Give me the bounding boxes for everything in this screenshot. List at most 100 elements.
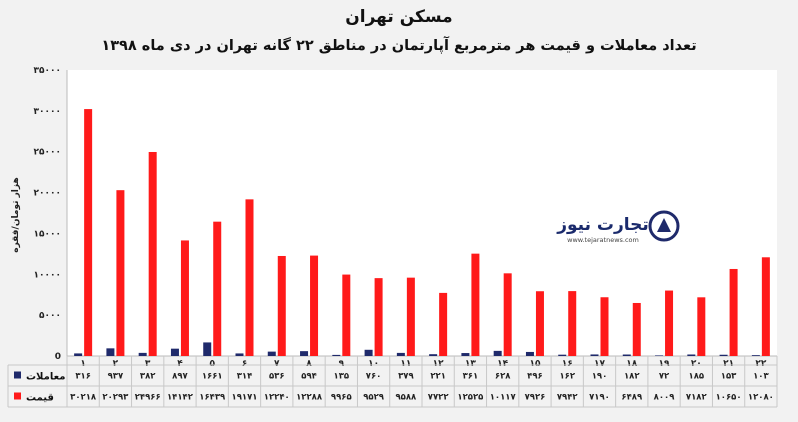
legend-label: قیمت bbox=[26, 393, 54, 404]
y-tick-label: ۳۰۰۰۰ bbox=[34, 107, 61, 117]
table-cell: ۱۹۰ bbox=[592, 372, 608, 382]
bar-transactions bbox=[590, 354, 599, 356]
bar-transactions bbox=[106, 348, 115, 356]
x-tick-label: ۷ bbox=[274, 359, 280, 369]
bar-transactions bbox=[429, 354, 438, 356]
table-cell: ۳۸۲ bbox=[140, 372, 156, 382]
y-tick-label: ۵۰۰۰ bbox=[39, 311, 61, 321]
x-tick-label: ۱۹ bbox=[659, 359, 670, 369]
bar-price bbox=[697, 297, 706, 356]
bar-transactions bbox=[74, 353, 83, 356]
x-tick-label: ۱۶ bbox=[562, 359, 573, 369]
bar-price bbox=[632, 302, 641, 356]
table-cell: ۴۹۶ bbox=[527, 372, 543, 382]
legend-swatch bbox=[14, 392, 21, 400]
bar-price bbox=[665, 290, 674, 356]
table-cell: ۸۹۷ bbox=[172, 372, 188, 382]
x-tick-label: ۸ bbox=[306, 359, 312, 369]
table-cell: ۱۲۲۴۰ bbox=[264, 393, 290, 403]
bar-transactions bbox=[364, 349, 373, 356]
bar-transactions bbox=[493, 350, 502, 356]
x-tick-label: ۴ bbox=[177, 359, 183, 369]
bar-transactions bbox=[655, 355, 664, 356]
y-tick-label: ۱۵۰۰۰ bbox=[34, 229, 61, 239]
table-cell: ۲۲۱ bbox=[430, 372, 446, 382]
bar-price bbox=[213, 221, 222, 356]
bar-transactions bbox=[525, 351, 534, 356]
legend-swatch bbox=[14, 371, 21, 379]
table-cell: ۱۲۵۲۵ bbox=[457, 393, 483, 403]
watermark-name: تجارت نیوز bbox=[556, 215, 649, 235]
table-cell: ۷۶۰ bbox=[366, 372, 382, 382]
x-tick-label: ۱ bbox=[80, 359, 86, 369]
bar-transactions bbox=[235, 353, 244, 356]
bar-price bbox=[406, 277, 415, 356]
table-cell: ۹۳۷ bbox=[108, 372, 124, 382]
y-tick-label: ۲۵۰۰۰ bbox=[34, 148, 61, 158]
bar-price bbox=[535, 291, 544, 356]
table-cell: ۱۰۳ bbox=[753, 372, 769, 382]
bar-price bbox=[439, 292, 448, 356]
table-cell: ۵۹۴ bbox=[301, 372, 317, 382]
table-cell: ۲۰۲۹۳ bbox=[102, 393, 129, 403]
table-cell: ۸۰۰۹ bbox=[654, 393, 676, 403]
bar-transactions bbox=[751, 355, 760, 356]
bar-transactions bbox=[332, 354, 341, 356]
x-tick-label: ۱۱ bbox=[400, 359, 411, 369]
table-cell: ۱۰۶۵۰ bbox=[716, 393, 742, 403]
table-cell: ۷۱۹۰ bbox=[589, 393, 610, 403]
bar-transactions bbox=[622, 354, 631, 356]
bar-price bbox=[84, 109, 93, 356]
bar-price bbox=[568, 291, 577, 356]
chart-subtitle: تعداد معاملات و قیمت هر مترمربع آپارتمان… bbox=[101, 36, 696, 54]
x-tick-label: ۱۲ bbox=[433, 359, 444, 369]
table-cell: ۱۸۵ bbox=[689, 372, 705, 382]
table-cell: ۷۹۲۶ bbox=[525, 393, 546, 403]
x-tick-label: ۵ bbox=[209, 359, 215, 369]
table-cell: ۳۱۴ bbox=[237, 372, 253, 382]
x-tick-label: ۱۴ bbox=[497, 359, 508, 369]
table-cell: ۱۶۴۳۹ bbox=[199, 393, 226, 403]
x-tick-label: ۳ bbox=[145, 359, 151, 369]
bar-price bbox=[600, 297, 609, 356]
table-cell: ۱۳۵ bbox=[334, 372, 350, 382]
x-tick-label: ۲۲ bbox=[755, 359, 766, 369]
watermark-url: www.tejaratnews.com bbox=[567, 236, 639, 244]
bar-transactions bbox=[170, 348, 179, 356]
table-cell: ۱۹۱۷۱ bbox=[232, 393, 258, 403]
x-tick-label: ۱۰ bbox=[368, 359, 379, 369]
x-tick-label: ۹ bbox=[339, 359, 345, 369]
y-tick-label: ۳۵۰۰۰ bbox=[34, 66, 61, 76]
table-cell: ۱۰۱۱۷ bbox=[490, 393, 517, 403]
bar-transactions bbox=[461, 353, 470, 356]
table-cell: ۷۹۴۲ bbox=[557, 393, 579, 403]
bar-price bbox=[374, 278, 383, 356]
table-cell: ۳۶۱ bbox=[463, 372, 479, 382]
bar-price bbox=[116, 190, 125, 356]
table-cell: ۳۷۹ bbox=[398, 372, 414, 382]
bar-price bbox=[342, 274, 351, 356]
bar-price bbox=[148, 151, 157, 356]
x-tick-label: ۱۸ bbox=[626, 359, 637, 369]
bar-transactions bbox=[396, 352, 405, 356]
table-cell: ۱۶۲ bbox=[559, 372, 575, 382]
bar-transactions bbox=[558, 354, 567, 356]
bar-price bbox=[310, 255, 319, 356]
y-tick-label: 0 bbox=[55, 352, 61, 362]
y-axis-label: هزار تومان/فقره bbox=[11, 177, 21, 252]
bar-group: ۱ ۲ ۳ ۴ ۵ ۶ ۷ ۸ ۹ ۱۰ ۱۱ ۱۲ ۱۳ ۱۴ ۱۵ ۱۶ ۱۷ ۱۸ ۱۹ ۲۰ ۲۱ ۲۲ bbox=[74, 109, 770, 369]
legend-label: معاملات bbox=[26, 372, 65, 383]
table-cell: ۱۲۲۸۸ bbox=[296, 393, 323, 403]
table-cell: ۹۵۲۹ bbox=[363, 393, 385, 403]
table-cell: ۷۲ bbox=[659, 372, 670, 382]
bar-price bbox=[729, 268, 738, 356]
x-tick-label: ۱۵ bbox=[529, 359, 540, 369]
bar-transactions bbox=[267, 351, 276, 356]
y-tick-label: ۱۰۰۰۰ bbox=[34, 270, 61, 280]
bar-transactions bbox=[687, 354, 696, 356]
table-cell: ۱۵۳ bbox=[721, 372, 737, 382]
bar-price bbox=[471, 253, 480, 356]
x-tick-label: ۶ bbox=[242, 359, 248, 369]
